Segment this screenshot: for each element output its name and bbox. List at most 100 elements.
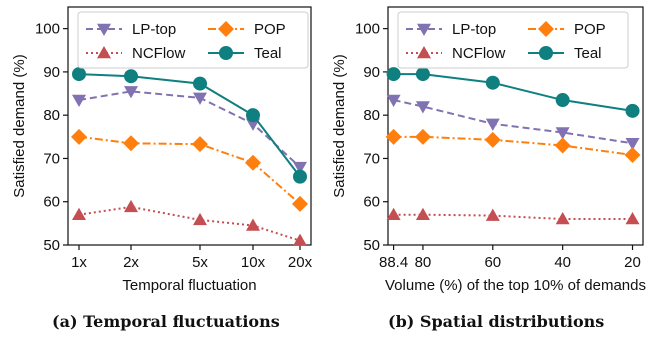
data-point: [624, 146, 641, 163]
y-tick-label: 50: [363, 237, 380, 254]
data-point: [554, 137, 571, 154]
caption-temporal: (a) Temporal fluctuations: [52, 312, 280, 331]
x-tick-label: 10x: [241, 254, 266, 271]
legend-marker: [218, 21, 234, 37]
x-tick-label: 60: [484, 254, 501, 271]
data-point: [124, 86, 138, 99]
series-line: [393, 213, 633, 221]
caption-spatial: (b) Spatial distributions: [388, 312, 605, 331]
legend-label: Teal: [254, 45, 282, 62]
data-point: [385, 128, 402, 145]
series-line: [78, 73, 301, 178]
series-line: [393, 135, 633, 156]
legend-label: NCFlow: [132, 45, 186, 62]
data-point: [625, 212, 640, 225]
y-tick-label: 60: [43, 194, 60, 211]
legend-marker: [97, 23, 111, 36]
data-point: [245, 154, 261, 171]
data-point: [293, 161, 307, 175]
legend-entry-lp-top: LP-top: [86, 21, 176, 38]
data-point: [72, 207, 86, 220]
legend: LP-top NCFlow POP Teal: [397, 11, 629, 69]
data-point: [71, 128, 87, 145]
series-lp-top: [72, 86, 307, 175]
legend-entry-pop: POP: [208, 21, 286, 38]
data-point: [625, 103, 640, 118]
series-line: [78, 205, 301, 242]
data-point: [193, 76, 207, 91]
data-point: [485, 118, 500, 131]
data-point: [293, 233, 307, 246]
legend-label: LP-top: [132, 21, 176, 38]
series-pop: [385, 128, 641, 163]
data-point: [485, 75, 500, 90]
data-point: [72, 67, 86, 82]
data-point: [415, 101, 430, 114]
legend-marker: [538, 21, 554, 37]
data-point: [386, 67, 401, 82]
series-line: [393, 73, 633, 112]
x-tick-label: 20: [624, 254, 641, 271]
data-point: [72, 94, 86, 108]
data-point: [293, 169, 307, 184]
x-tick-label: 2x: [123, 254, 139, 271]
legend-entry-teal: Teal: [208, 45, 282, 62]
x-tick-label: 20x: [288, 254, 313, 271]
legend-label: POP: [574, 21, 606, 38]
x-tick-label: 1x: [71, 254, 87, 271]
x-tick-label: 40: [554, 254, 571, 271]
series-ncflow: [386, 207, 640, 225]
y-axis-label: Satisfied demand (%): [11, 54, 28, 197]
y-tick-label: 90: [43, 64, 60, 81]
data-point: [246, 108, 260, 123]
legend-box: [397, 11, 629, 69]
y-tick-label: 100: [355, 21, 380, 38]
x-tick-label: 80: [415, 254, 432, 271]
series-line: [78, 135, 301, 205]
legend-entry-teal: Teal: [528, 45, 602, 62]
y-tick-label: 80: [363, 107, 380, 124]
chart-panel-temporal: 50 60 70 80 90 100 1x 2x 5x 10x 20x Temporal fluctu…: [11, 6, 313, 294]
y-tick-label: 90: [363, 64, 380, 81]
series-pop: [71, 128, 308, 212]
y-tick-label: 80: [43, 107, 60, 124]
legend-marker: [219, 46, 233, 60]
data-point: [386, 207, 401, 220]
data-point: [246, 118, 260, 131]
series-line: [78, 90, 301, 168]
legend-marker: [97, 46, 111, 59]
legend-entry-pop: POP: [528, 21, 606, 38]
data-point: [123, 135, 139, 152]
y-tick-label: 100: [35, 21, 60, 38]
x-tick-label: 88.4: [379, 254, 408, 271]
series-teal: [72, 67, 307, 184]
data-point: [555, 93, 570, 108]
legend-label: LP-top: [452, 21, 496, 38]
legend-label: POP: [254, 21, 286, 38]
data-point: [124, 69, 138, 84]
legend-marker: [539, 46, 553, 60]
data-point: [292, 195, 308, 212]
y-tick-label: 50: [43, 237, 60, 254]
data-point: [193, 92, 207, 105]
legend-label: NCFlow: [452, 45, 506, 62]
y-tick-label: 60: [363, 194, 380, 211]
data-point: [485, 208, 500, 221]
y-axis-label: Satisfied demand (%): [331, 54, 348, 197]
data-point: [414, 128, 431, 145]
series-ncflow: [72, 199, 307, 246]
plot-frame: [67, 6, 312, 246]
data-point: [192, 136, 208, 153]
series-lp-top: [386, 94, 640, 151]
series-teal: [386, 67, 640, 118]
data-point: [386, 94, 401, 108]
data-point: [415, 207, 430, 220]
chart-panel-spatial: 50 60 70 80 90 100 88.4 80 60 40 20 Volume (%) of t…: [331, 6, 646, 294]
x-tick-label: 5x: [192, 254, 208, 271]
legend-marker: [417, 46, 431, 59]
legend-entry-lp-top: LP-top: [406, 21, 496, 38]
x-axis-label: Temporal fluctuation: [122, 277, 256, 294]
data-point: [484, 131, 501, 148]
plot-frame: [387, 6, 644, 246]
y-tick-label: 70: [363, 150, 380, 167]
